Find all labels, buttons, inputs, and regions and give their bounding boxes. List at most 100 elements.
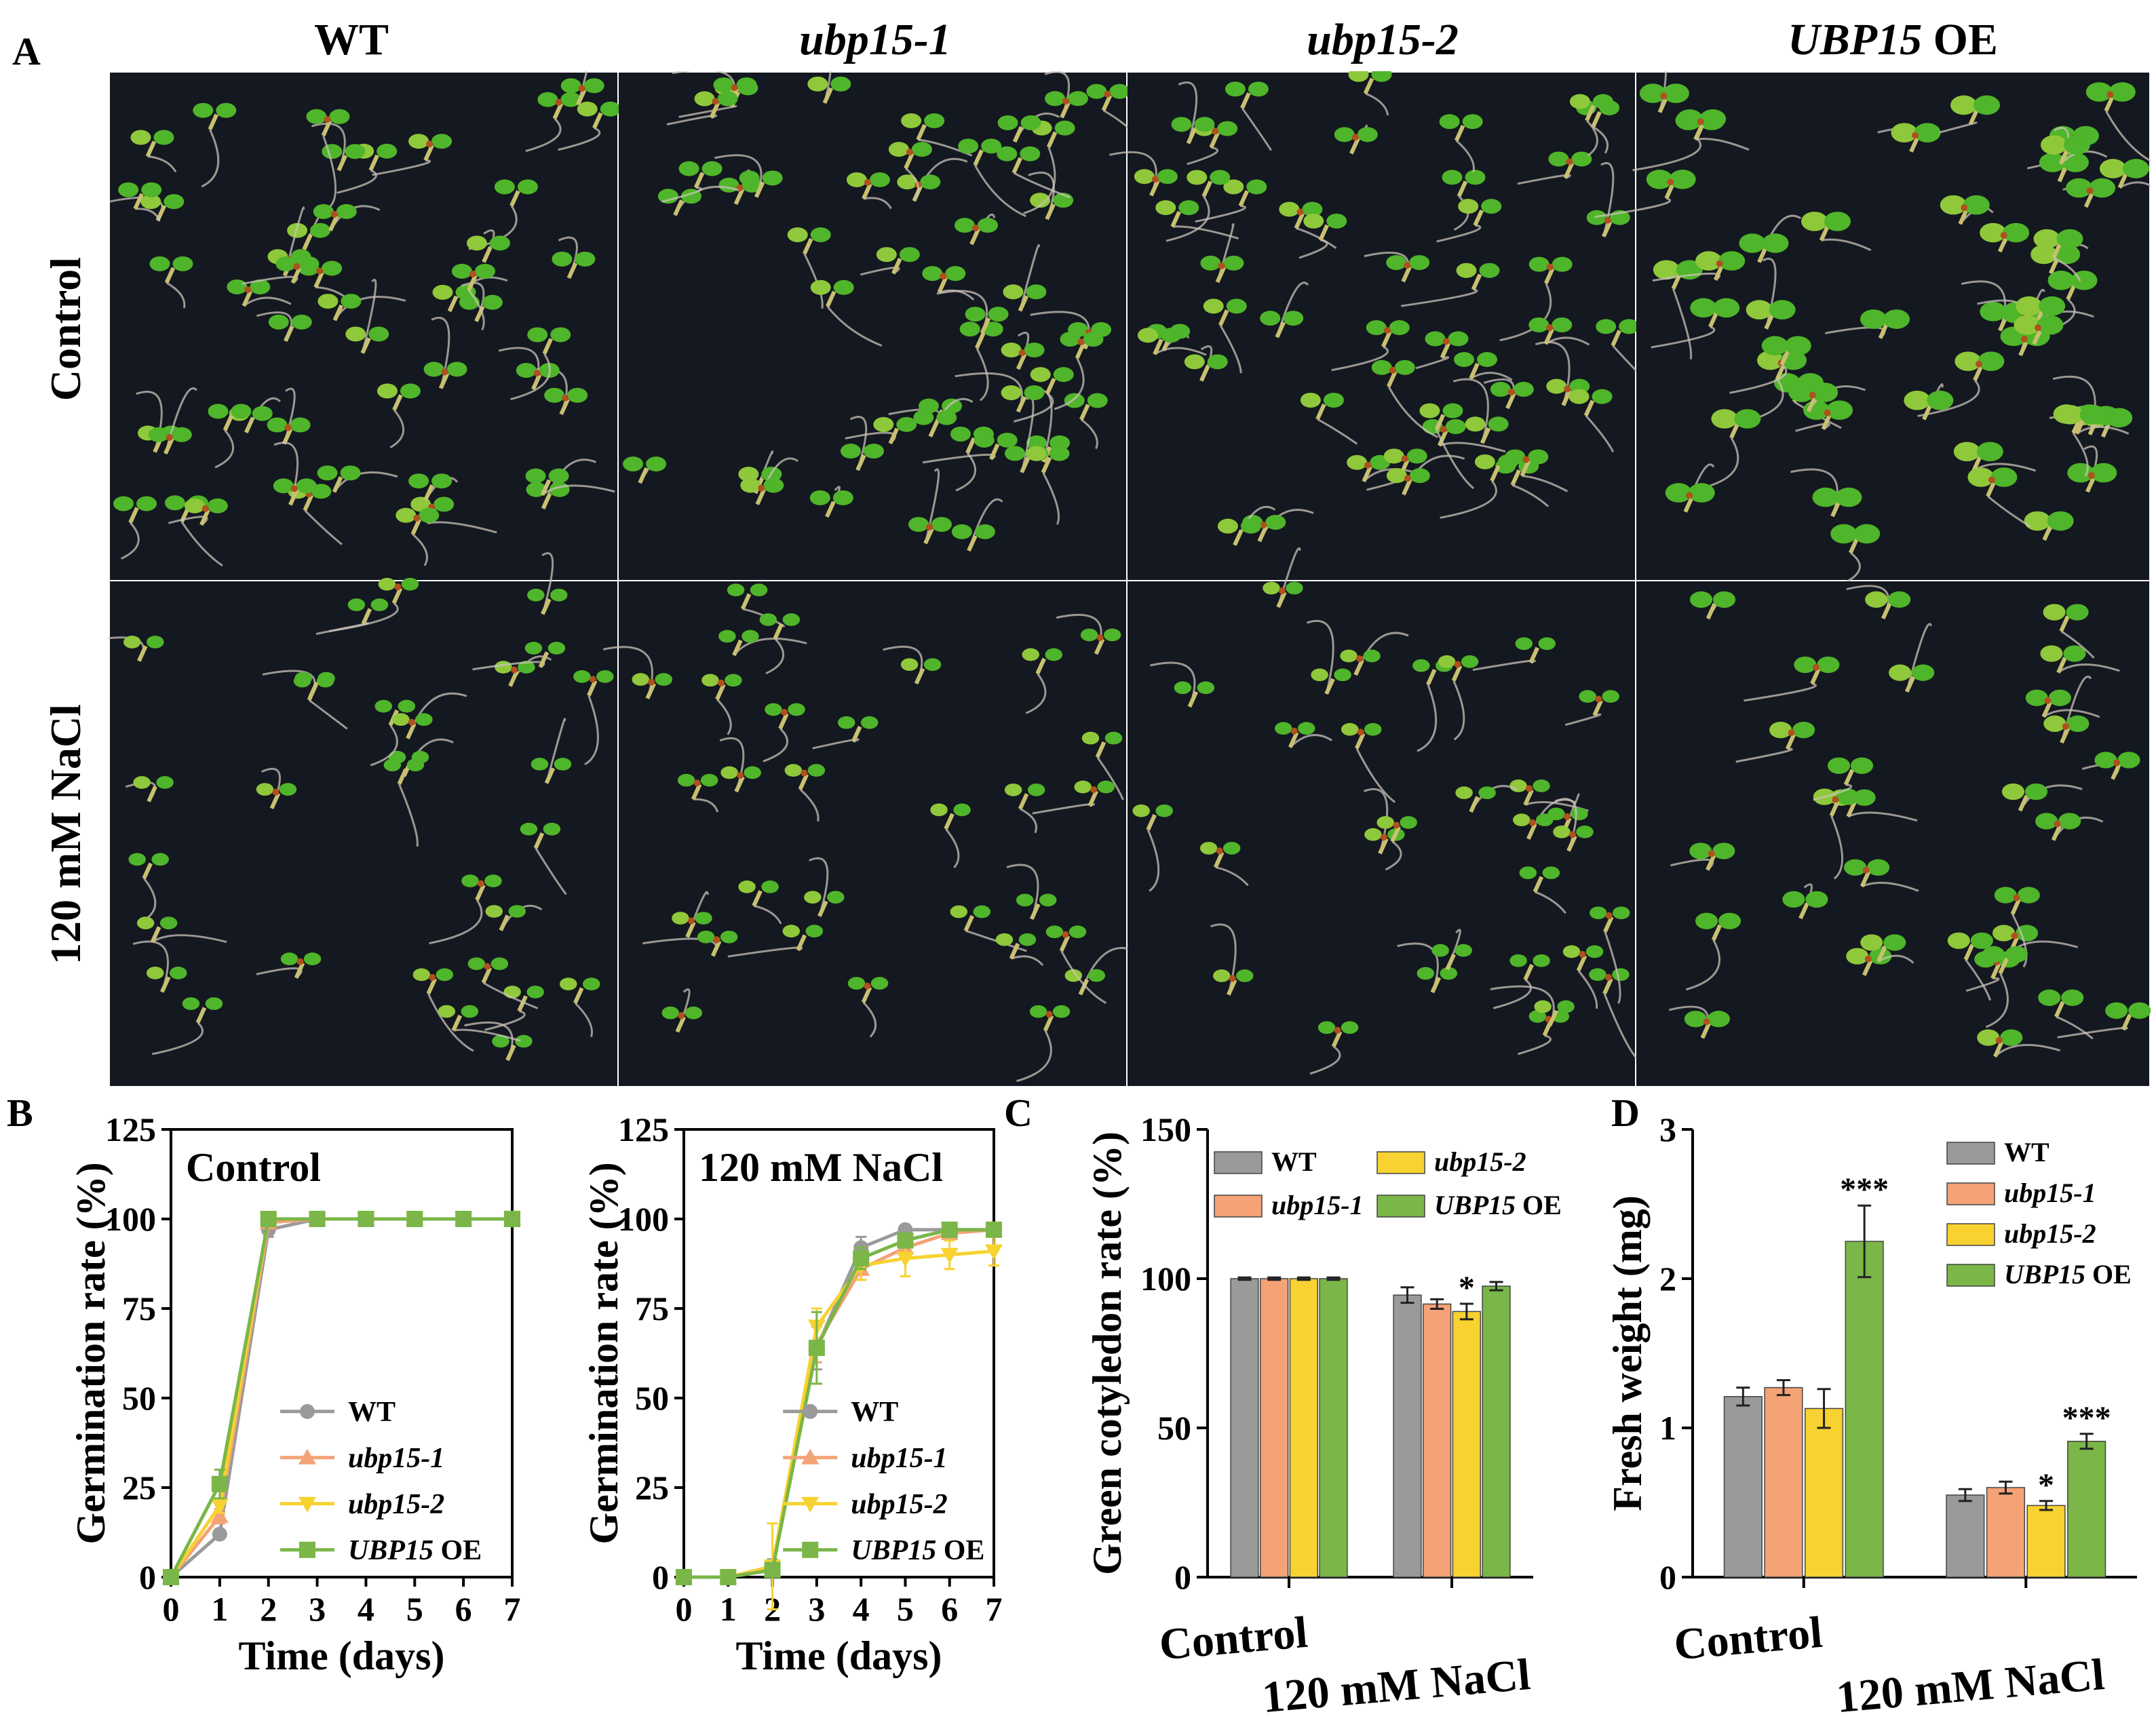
hypocotyl	[888, 427, 900, 444]
cotyledon	[1225, 81, 1246, 97]
cotyledon	[2063, 135, 2090, 155]
hypocotyl	[195, 1007, 207, 1024]
root	[1019, 808, 1037, 834]
cotyledon	[763, 478, 784, 493]
hypocotyl	[2042, 524, 2053, 541]
cotyledon	[1980, 302, 2007, 322]
root	[545, 718, 566, 783]
cotyledon	[1067, 91, 1088, 106]
hypocotyl	[1186, 128, 1197, 144]
cotyledon	[412, 968, 431, 982]
cotyledon	[2048, 689, 2071, 706]
hypocotyl	[573, 987, 584, 1004]
hypocotyl	[1480, 427, 1491, 444]
root	[1415, 356, 1450, 370]
y-tick-label: 2	[1659, 1260, 1676, 1298]
root	[965, 929, 1027, 952]
root	[1166, 195, 1210, 242]
photo-grid	[109, 71, 2151, 1086]
cotyledon	[1519, 866, 1537, 880]
x-tick-label: 6	[455, 1590, 472, 1628]
root	[1493, 979, 1533, 1009]
cotyledon	[544, 387, 565, 403]
cotyledon	[1171, 117, 1192, 132]
hypocotyl	[308, 681, 319, 699]
cotyledon	[1479, 263, 1500, 278]
root	[1025, 673, 1047, 714]
cotyledon	[738, 466, 759, 482]
y-tick-label: 100	[618, 1200, 669, 1238]
series-WT	[676, 1222, 1001, 1585]
hypocotyl	[2059, 615, 2070, 632]
cotyledon	[322, 260, 343, 276]
legend-label-name: ubp15-1	[348, 1443, 444, 1474]
legend-swatch	[1377, 1151, 1425, 1174]
significance-label: *	[2038, 1467, 2054, 1503]
cotyledon	[2039, 153, 2066, 172]
legend-label-suffix: OE	[1516, 1190, 1562, 1220]
hypocotyl	[1315, 403, 1326, 421]
cotyledon	[336, 203, 357, 219]
hypocotyl	[1324, 678, 1335, 695]
cotyledon	[415, 713, 433, 726]
root	[1585, 119, 1598, 157]
cotyledon	[837, 716, 855, 729]
cotyledon	[1087, 393, 1108, 408]
cotyledon	[1263, 581, 1280, 595]
hypocotyl	[963, 914, 975, 932]
hypocotyl	[855, 454, 866, 471]
cotyledon	[1052, 1005, 1071, 1018]
seed-coat	[2044, 697, 2052, 704]
cotyledon	[156, 776, 174, 789]
root	[1517, 174, 1571, 185]
cotyledon	[2030, 244, 2058, 265]
cotyledon	[1994, 887, 2017, 904]
cotyledon	[341, 294, 362, 309]
hypocotyl	[1199, 365, 1210, 382]
cotyledon	[913, 410, 934, 425]
legend-label-suffix: OE	[2085, 1259, 2132, 1290]
x-tick-label: 1	[720, 1590, 737, 1628]
cotyledon	[1546, 379, 1567, 394]
root	[584, 695, 599, 766]
cotyledon	[1976, 442, 2003, 462]
hypocotyl	[1238, 190, 1250, 207]
hypocotyl	[2018, 794, 2029, 812]
cotyledon	[1970, 932, 1993, 949]
seed-coat	[408, 718, 415, 726]
legend-label: ubp15-2	[348, 1489, 444, 1520]
cotyledon	[1553, 826, 1571, 838]
root	[1917, 379, 1980, 417]
hypocotyl	[544, 767, 556, 784]
cotyledon	[1850, 757, 1874, 774]
hypocotyl	[397, 768, 408, 786]
cotyledon	[1889, 664, 1912, 681]
y-tick-label: 75	[635, 1290, 669, 1327]
hypocotyl	[1779, 349, 1790, 366]
hypocotyl	[332, 304, 344, 322]
cotyledon	[438, 1005, 456, 1018]
cotyledon	[1589, 968, 1606, 982]
y-tick-label: 25	[122, 1469, 156, 1507]
cotyledon	[317, 465, 338, 481]
cotyledon	[252, 406, 273, 421]
root	[361, 279, 377, 353]
cotyledon	[290, 417, 311, 433]
seed-coat	[1604, 216, 1611, 224]
cotyledon	[1103, 628, 1121, 642]
root	[1298, 239, 1328, 259]
legend-label-name: ubp15-2	[348, 1489, 444, 1520]
hypocotyl	[1016, 353, 1027, 370]
cotyledon	[1366, 320, 1387, 336]
cotyledon	[1458, 199, 1479, 214]
legend-label-name: WT	[2004, 1137, 2049, 1167]
hypocotyl	[406, 722, 417, 739]
seed-coat	[201, 505, 209, 512]
cotyledon	[2037, 315, 2064, 335]
root	[1317, 418, 1358, 445]
cotyledon	[678, 161, 699, 176]
hypocotyl	[1454, 125, 1465, 142]
root	[2011, 913, 2028, 968]
root	[1241, 107, 1273, 151]
cotyledon	[1069, 925, 1087, 939]
